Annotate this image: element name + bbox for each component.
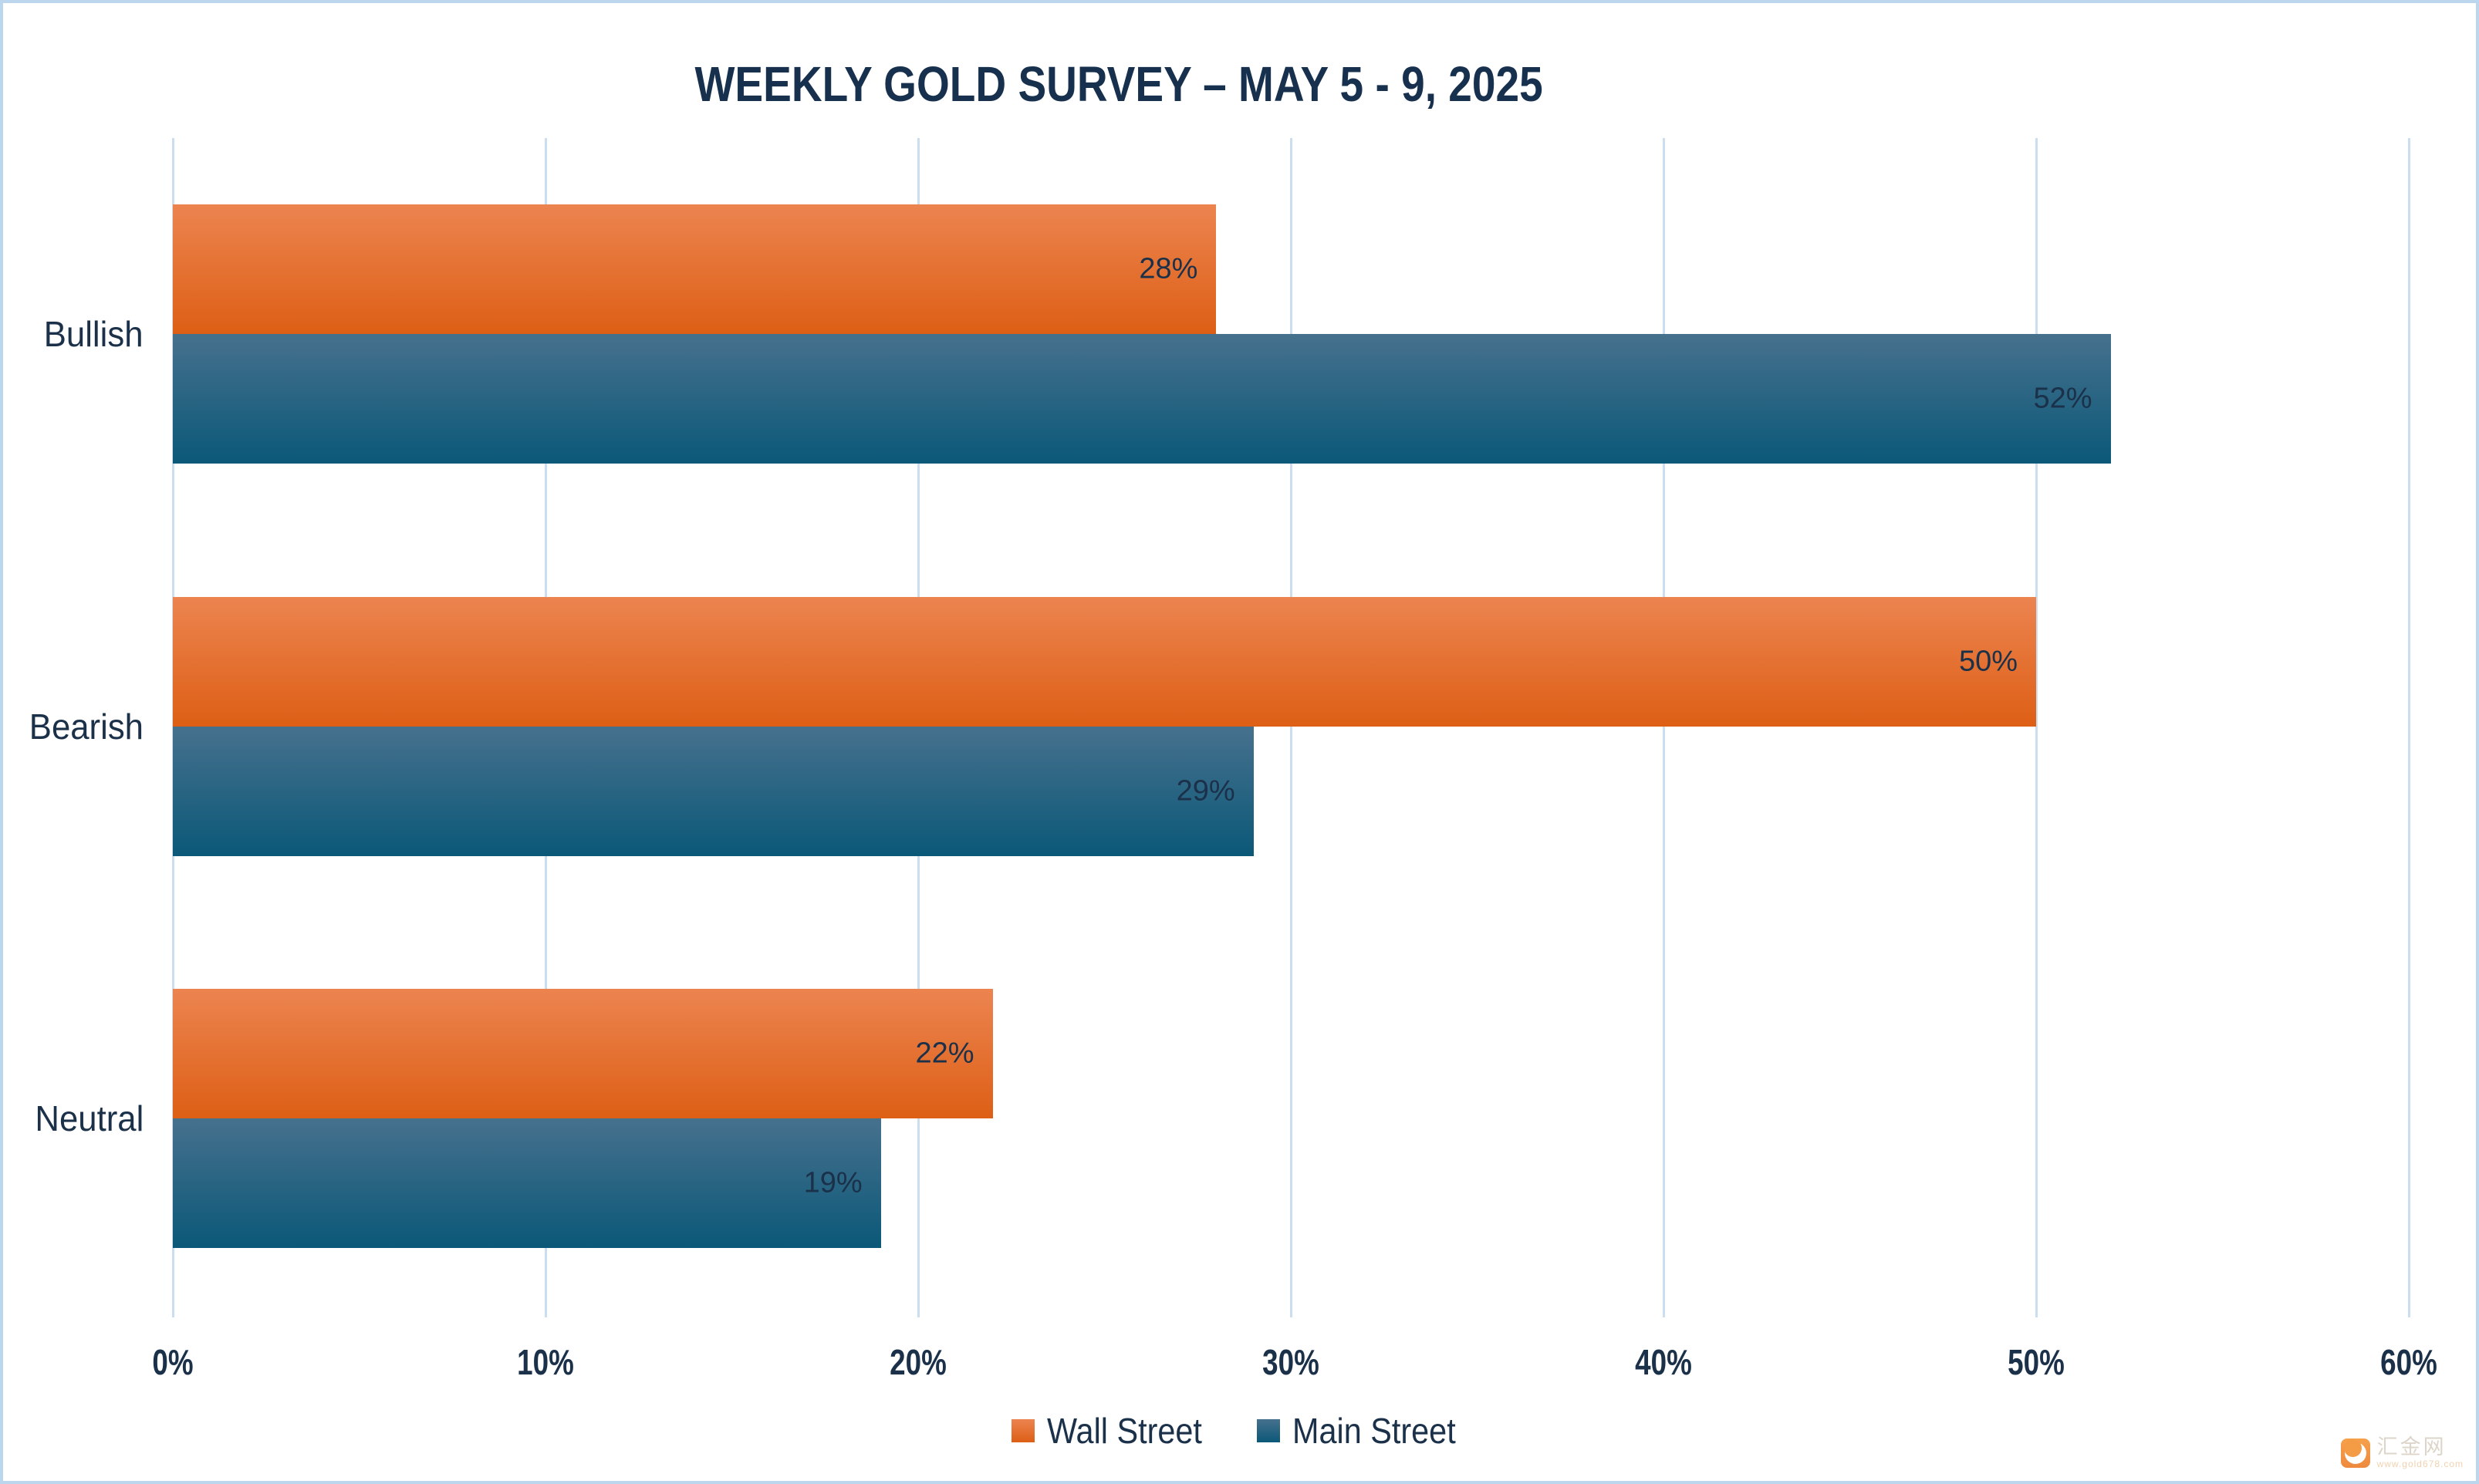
legend-label-wall-street: Wall Street bbox=[1047, 1411, 1203, 1451]
x-axis-tick-label: 20% bbox=[890, 1342, 947, 1382]
legend: Wall Street Main Street bbox=[3, 1410, 2476, 1452]
watermark: 汇金网 www.gold678.com bbox=[2340, 1435, 2464, 1470]
legend-label-main-street: Main Street bbox=[1292, 1411, 1456, 1451]
x-axis-tick-label: 60% bbox=[2380, 1342, 2437, 1382]
bar-value-label: 50% bbox=[1958, 645, 2018, 677]
huijin-logo-icon bbox=[2340, 1438, 2370, 1468]
bar-main-street-bearish: 29% bbox=[173, 726, 1254, 856]
bar-wall-street-bullish: 28% bbox=[173, 204, 1217, 335]
legend-item-main-street: Main Street bbox=[1256, 1410, 1474, 1452]
x-axis-tick-label: 40% bbox=[1635, 1342, 1692, 1382]
x-axis-tick-label: 10% bbox=[517, 1342, 574, 1382]
bar-value-label: 19% bbox=[803, 1166, 863, 1199]
logo-crescent-cut bbox=[2343, 1438, 2362, 1457]
gridline bbox=[2035, 138, 2038, 1317]
y-axis-label-neutral: Neutral bbox=[35, 1098, 144, 1138]
bar-wall-street-bearish: 50% bbox=[173, 596, 2036, 727]
watermark-site-name: 汇金网 bbox=[2376, 1435, 2447, 1459]
x-axis-tick-label: 0% bbox=[152, 1342, 194, 1382]
legend-item-wall-street: Wall Street bbox=[1012, 1410, 1219, 1452]
bar-value-label: 28% bbox=[1139, 252, 1198, 285]
x-axis-tick-label: 50% bbox=[2008, 1342, 2065, 1382]
chart-title: WEEKLY GOLD SURVEY – MAY 5 - 9, 2025 bbox=[127, 56, 2111, 113]
y-axis-label-bearish: Bearish bbox=[29, 706, 144, 747]
gridline bbox=[2407, 138, 2410, 1317]
x-axis-tick-label: 30% bbox=[1262, 1342, 1319, 1382]
bar-main-street-bullish: 52% bbox=[173, 334, 2111, 464]
watermark-site-url: www.gold678.com bbox=[2376, 1459, 2464, 1470]
bar-wall-street-neutral: 22% bbox=[173, 988, 993, 1118]
bar-value-label: 29% bbox=[1176, 774, 1235, 807]
bar-value-label: 22% bbox=[915, 1037, 974, 1070]
chart-title-text: WEEKLY GOLD SURVEY – MAY 5 - 9, 2025 bbox=[694, 56, 1543, 112]
gridline bbox=[1662, 138, 1665, 1317]
gridline bbox=[1289, 138, 1292, 1317]
legend-swatch-wall-street bbox=[1012, 1419, 1035, 1442]
plot-area: 28% 52% 50% 29% 22% 19% 0% 10% 20% 30% 40% 50… bbox=[152, 138, 2437, 1382]
watermark-text: 汇金网 www.gold678.com bbox=[2377, 1435, 2464, 1470]
legend-swatch-main-street bbox=[1256, 1419, 1280, 1442]
bar-main-street-neutral: 19% bbox=[173, 1118, 881, 1248]
y-axis-label-bullish: Bullish bbox=[44, 314, 144, 355]
bar-value-label: 52% bbox=[2033, 382, 2092, 415]
